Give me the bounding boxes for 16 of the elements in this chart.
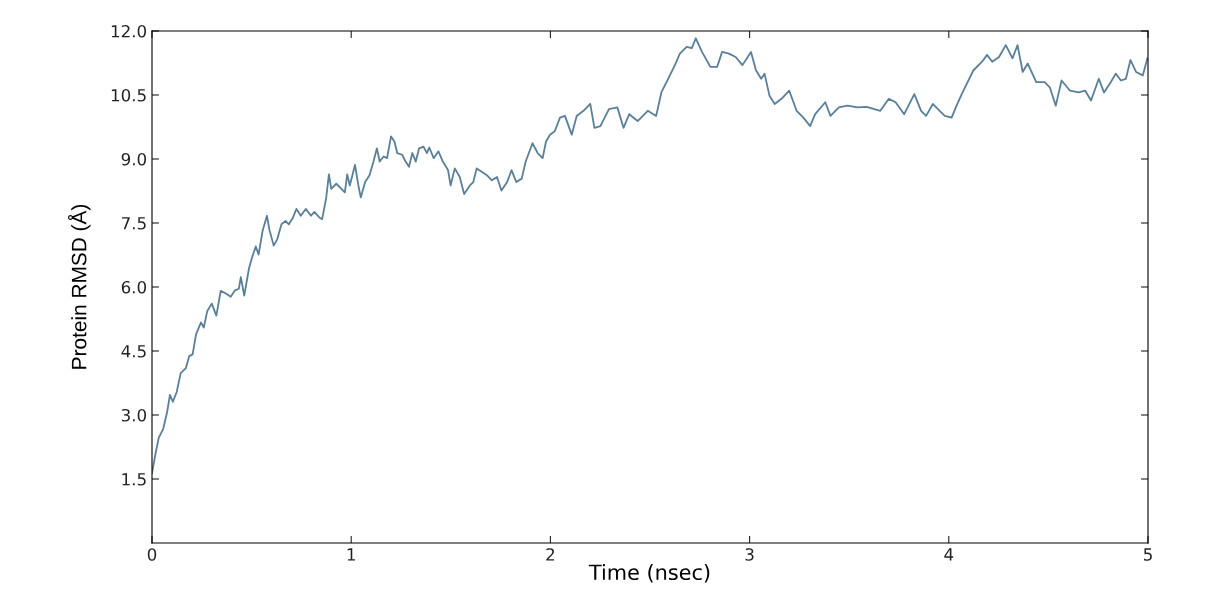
y-axis-title: Protein RMSD (Å) [68,204,91,369]
x-tick-label: 3 [745,548,754,561]
y-tick-label: 9.0 [121,152,147,166]
x-tick-label: 5 [1143,548,1152,561]
y-tick-label: 6.0 [121,280,147,294]
y-tick-label: 4.5 [121,345,146,358]
y-tick-label: 1.5 [122,473,146,486]
y-tick-label: 12.0 [111,24,147,38]
x-tick-label: 1 [347,548,355,561]
y-tick-label: 3.0 [121,408,147,422]
y-tick-label: 7.5 [122,217,146,230]
x-tick-label: 4 [944,548,954,561]
x-axis-title: Time (nsec) [588,563,710,583]
y-tick-label: 10.5 [111,88,146,102]
x-tick-label: 0 [147,548,157,561]
x-tick-label: 2 [546,548,555,561]
